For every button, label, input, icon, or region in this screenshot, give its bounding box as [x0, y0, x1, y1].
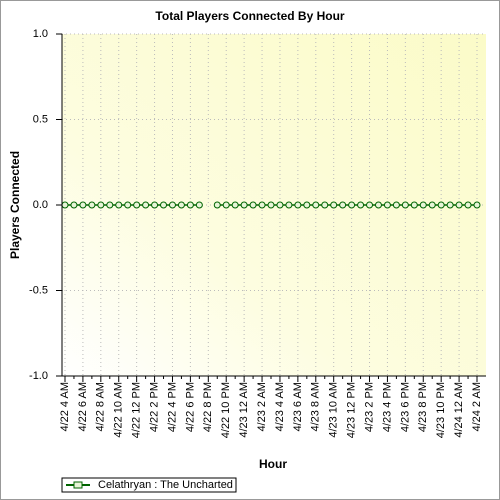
point	[115, 201, 123, 209]
x-tick-label: 4/23 4 PM	[381, 382, 393, 432]
point	[303, 201, 311, 209]
x-tick-label: 4/22 12 PM	[131, 382, 143, 438]
x-tick-label: 4/24 2 AM	[471, 382, 483, 432]
point	[79, 201, 87, 209]
y-tick-label: 1.0	[33, 28, 48, 40]
x-tick-label: 4/24 12 AM	[453, 382, 465, 438]
x-tick-label: 4/22 2 PM	[148, 382, 160, 432]
point	[222, 201, 230, 209]
x-tick-label: 4/23 8 PM	[417, 382, 429, 432]
point	[455, 201, 463, 209]
point	[464, 201, 472, 209]
point	[285, 201, 293, 209]
point	[348, 201, 356, 209]
legend-label: Celathryan : The Uncharted	[98, 479, 233, 491]
point	[321, 201, 329, 209]
x-tick-label: 4/22 8 PM	[202, 382, 214, 432]
point	[61, 201, 69, 209]
point	[142, 201, 150, 209]
y-tick-label: 0.5	[33, 113, 48, 125]
point	[97, 201, 105, 209]
x-tick-label: 4/22 6 PM	[184, 382, 196, 432]
point	[133, 201, 141, 209]
point	[428, 201, 436, 209]
x-tick-label: 4/22 10 PM	[220, 382, 232, 438]
y-tick-label: -1.0	[29, 370, 48, 382]
point	[401, 201, 409, 209]
point	[276, 201, 284, 209]
marks	[61, 201, 481, 209]
x-tick-label: 4/23 12 AM	[238, 382, 250, 438]
point	[249, 201, 257, 209]
x-tick-label: 4/23 10 AM	[328, 382, 340, 438]
point	[357, 201, 365, 209]
point	[70, 201, 78, 209]
x-axis-label: Hour	[259, 457, 287, 471]
point	[330, 201, 338, 209]
x-tick-label: 4/23 4 AM	[274, 382, 286, 432]
x-tick-label: 4/22 8 AM	[95, 382, 107, 432]
point	[195, 201, 203, 209]
point	[177, 201, 185, 209]
point	[312, 201, 320, 209]
point	[419, 201, 427, 209]
point	[231, 201, 239, 209]
point	[240, 201, 248, 209]
point	[473, 201, 481, 209]
point	[383, 201, 391, 209]
y-tick-label: -0.5	[29, 284, 48, 296]
point	[446, 201, 454, 209]
point	[374, 201, 382, 209]
point	[437, 201, 445, 209]
y-tick-label: 0.0	[33, 199, 48, 211]
legend	[61, 477, 237, 493]
point	[168, 201, 176, 209]
x-tick-label: 4/22 4 PM	[166, 382, 178, 432]
chart-title: Total Players Connected By Hour	[155, 9, 344, 23]
point	[213, 201, 221, 209]
point	[124, 201, 132, 209]
x-tick-label: 4/22 6 AM	[77, 382, 89, 432]
point	[366, 201, 374, 209]
point	[106, 201, 114, 209]
x-tick-label: 4/22 4 AM	[59, 382, 71, 432]
grid	[62, 33, 486, 377]
point	[258, 201, 266, 209]
x-tick-label: 4/23 6 PM	[399, 382, 411, 432]
x-tick-label: 4/23 10 PM	[435, 382, 447, 438]
point	[392, 201, 400, 209]
x-tick-label: 4/23 2 AM	[256, 382, 268, 432]
point	[186, 201, 194, 209]
y-axis-label: Players Connected	[8, 151, 22, 259]
legend-marker	[73, 481, 83, 489]
x-tick-label: 4/22 10 AM	[113, 382, 125, 438]
x-tick-label: 4/23 12 PM	[346, 382, 358, 438]
point	[160, 201, 168, 209]
point	[339, 201, 347, 209]
point	[294, 201, 302, 209]
point	[410, 201, 418, 209]
point	[151, 201, 159, 209]
x-tick-label: 4/23 6 AM	[292, 382, 304, 432]
x-tick-label: 4/23 2 PM	[363, 382, 375, 432]
point	[88, 201, 96, 209]
point	[267, 201, 275, 209]
x-tick-label: 4/23 8 AM	[310, 382, 322, 432]
